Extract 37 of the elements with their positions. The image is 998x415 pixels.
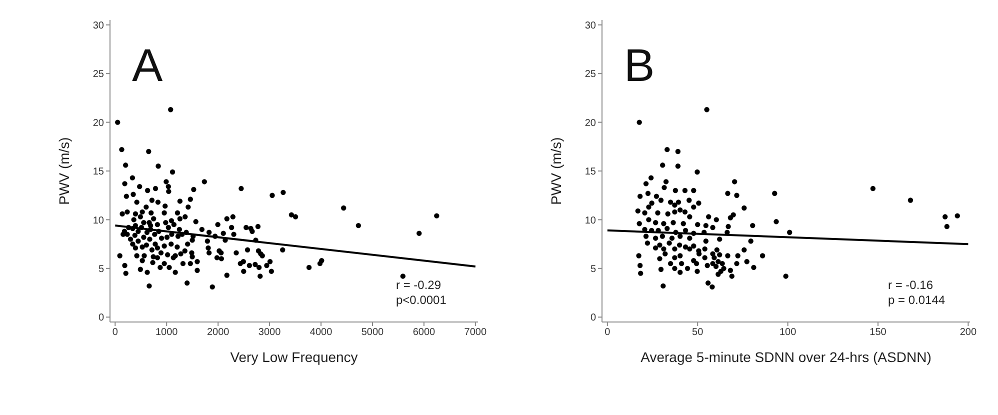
x-tick-label: 0 (604, 327, 611, 338)
y-tick-label: 0 (98, 312, 104, 324)
x-tick-label: 5000 (361, 327, 384, 338)
annotation: r = -0.29 (396, 278, 442, 293)
y-tick-label: 5 (590, 264, 596, 275)
y-tick-label: 30 (584, 20, 596, 32)
x-tick-label: 0 (112, 327, 118, 338)
y-axis-title: PWV (m/s) (56, 137, 72, 205)
x-tick-label: 50 (692, 327, 704, 338)
y-axis-title: PWV (m/s) (548, 137, 564, 205)
x-tick-label: 7000 (464, 327, 487, 338)
x-tick-label: 6000 (412, 327, 436, 338)
y-tick-label: 15 (92, 166, 104, 178)
annotation: B (624, 39, 655, 91)
y-tick-label: 20 (92, 118, 104, 129)
x-tick-label: 100 (779, 327, 797, 338)
x-axis-title: Average 5-minute SDNN over 24-hrs (ASDNN) (640, 349, 932, 365)
x-tick-label: 4000 (310, 327, 333, 338)
y-tick-label: 20 (584, 118, 596, 129)
x-tick-label: 200 (960, 327, 977, 338)
y-tick-label: 25 (92, 69, 104, 80)
x-tick-label: 1000 (155, 327, 178, 338)
y-tick-label: 15 (584, 166, 596, 178)
annotation: p = 0.0144 (888, 293, 946, 308)
x-axis-title: Very Low Frequency (230, 349, 358, 365)
x-tick-label: 3000 (258, 327, 282, 338)
y-tick-label: 30 (92, 20, 104, 32)
y-tick-label: 10 (584, 215, 596, 226)
y-tick-label: 10 (92, 215, 104, 226)
y-tick-label: 5 (98, 264, 104, 275)
x-tick-label: 2000 (206, 327, 230, 338)
annotation: A (132, 39, 163, 91)
x-tick-label: 150 (870, 327, 887, 338)
annotation: p<0.0001 (396, 293, 446, 308)
y-tick-label: 0 (590, 312, 596, 324)
y-tick-label: 25 (584, 69, 596, 80)
annotation: r = -0.16 (888, 278, 934, 293)
